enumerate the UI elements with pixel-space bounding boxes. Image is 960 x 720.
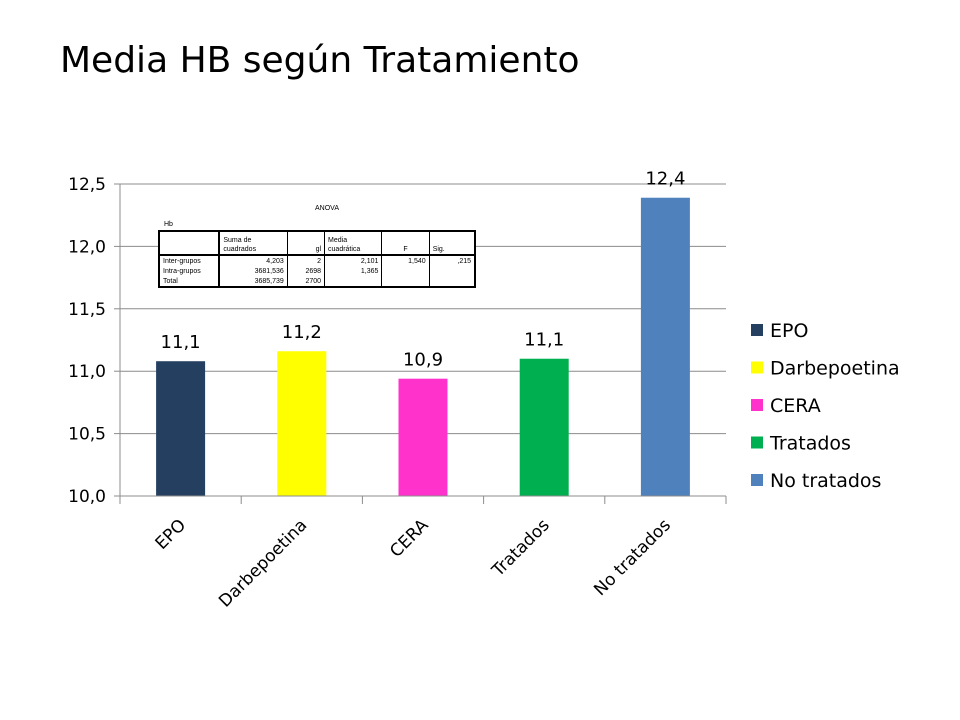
legend-swatch bbox=[751, 399, 763, 411]
anova-header-row: Suma de cuadrados gl Media cuadrática F … bbox=[158, 230, 476, 256]
anova-cell bbox=[428, 276, 476, 288]
y-tick-label: 10,5 bbox=[68, 425, 106, 445]
data-label: 11,1 bbox=[524, 330, 564, 351]
legend-swatch bbox=[751, 436, 763, 449]
anova-cell bbox=[428, 266, 476, 276]
anova-cell: 3681,536 bbox=[218, 266, 288, 276]
x-tick-label: Tratados bbox=[488, 515, 554, 581]
anova-row: Intra-grupos 3681,536 2698 1,365 bbox=[158, 266, 476, 276]
bar bbox=[519, 358, 569, 496]
legend-label: Darbepoetina bbox=[770, 358, 900, 380]
bars bbox=[156, 197, 690, 496]
data-label: 10,9 bbox=[403, 350, 443, 371]
anova-cell bbox=[381, 276, 430, 288]
anova-cell bbox=[381, 266, 430, 276]
anova-cell: 4,203 bbox=[218, 255, 288, 266]
anova-header-cell bbox=[158, 230, 221, 256]
y-tick-label: 10,0 bbox=[68, 487, 106, 507]
legend-label: Tratados bbox=[769, 433, 851, 455]
anova-header-cell: Media cuadrática bbox=[324, 230, 383, 256]
legend-label: EPO bbox=[770, 320, 808, 342]
anova-subtitle: Hb bbox=[164, 221, 173, 228]
anova-cell: 1,540 bbox=[381, 255, 430, 266]
x-tick-label: CERA bbox=[386, 515, 432, 561]
anova-cell: ,215 bbox=[428, 255, 476, 266]
x-tick-label: Darbepoetina bbox=[215, 515, 311, 611]
x-tick-label: EPO bbox=[152, 515, 190, 553]
data-label: 11,1 bbox=[161, 332, 201, 353]
y-tick-label: 11,0 bbox=[68, 362, 106, 382]
legend-swatch bbox=[751, 324, 763, 336]
anova-cell: 2 bbox=[286, 255, 326, 266]
anova-header-cell: F bbox=[381, 230, 430, 256]
y-tick-label: 12,0 bbox=[68, 237, 106, 257]
legend-label: No tratados bbox=[770, 470, 881, 492]
legend-swatch bbox=[751, 361, 763, 374]
anova-table: ANOVA Hb Suma de cuadrados gl Media cuad… bbox=[158, 204, 476, 288]
axes bbox=[114, 183, 727, 504]
anova-row: Total 3685,739 2700 bbox=[158, 276, 476, 288]
anova-cell bbox=[324, 276, 383, 288]
data-label: 11,2 bbox=[282, 322, 322, 343]
anova-cell: Total bbox=[158, 276, 221, 288]
anova-grid: Suma de cuadrados gl Media cuadrática F … bbox=[158, 230, 476, 288]
anova-header-cell: Suma de cuadrados bbox=[218, 230, 288, 256]
anova-cell: 2,101 bbox=[324, 255, 383, 266]
bar bbox=[640, 197, 690, 496]
anova-cell: 2698 bbox=[286, 266, 326, 276]
bar bbox=[398, 378, 448, 496]
legend-swatch bbox=[751, 474, 763, 486]
anova-cell: 2700 bbox=[286, 276, 326, 288]
page-title: Media HB según Tratamiento bbox=[60, 40, 580, 81]
anova-cell: 3685,739 bbox=[218, 276, 288, 288]
legend: EPO Darbepoetina CERA Tratados No tratados bbox=[751, 320, 900, 492]
bar bbox=[156, 361, 206, 496]
anova-row: Inter-grupos 4,203 2 2,101 1,540 ,215 bbox=[158, 255, 476, 266]
anova-cell: 1,365 bbox=[324, 266, 383, 276]
anova-title: ANOVA bbox=[315, 205, 339, 212]
bar bbox=[277, 351, 327, 496]
x-tick-label: No tratados bbox=[590, 515, 675, 600]
anova-cell: Intra-grupos bbox=[158, 266, 221, 276]
y-tick-label: 11,5 bbox=[68, 300, 106, 320]
anova-cell: Inter-grupos bbox=[158, 255, 221, 266]
data-label: 12,4 bbox=[645, 169, 685, 190]
anova-header-cell: Sig. bbox=[428, 230, 476, 256]
y-tick-label: 12,5 bbox=[68, 175, 106, 195]
legend-label: CERA bbox=[770, 395, 821, 417]
anova-header-cell: gl bbox=[286, 230, 326, 256]
